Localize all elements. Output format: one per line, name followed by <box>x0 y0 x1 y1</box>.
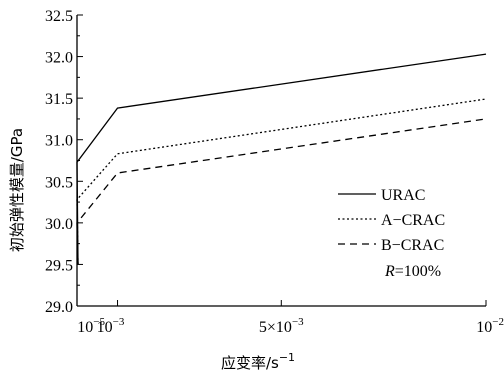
y-tick-label: 29.0 <box>45 299 73 316</box>
y-tick-label: 32.5 <box>45 8 73 25</box>
x-tick-label: 10−5 <box>77 316 105 336</box>
legend-label: URAC <box>381 187 425 204</box>
series-line-a-crac <box>76 98 487 265</box>
legend: URAC A−CRAC B−CRAC R=100% <box>338 187 445 280</box>
x-tick-label: 10−3 <box>97 316 125 336</box>
y-tick-label: 30.5 <box>45 174 73 191</box>
x-axis-label: 应变率/s−1 <box>221 351 295 372</box>
legend-note: R=100% <box>384 263 441 280</box>
series-line-urac <box>76 53 487 265</box>
y-tick-label: 30.0 <box>45 216 73 233</box>
y-tick-label: 29.5 <box>45 257 73 274</box>
ticks: 29.0 29.5 30.0 30.5 31.0 31.5 32.0 32.5 10−510−3… <box>45 8 504 336</box>
y-axis-label: 初始弹性模量/GPa <box>8 128 26 252</box>
series-line-b-crac <box>76 118 487 265</box>
legend-label: A−CRAC <box>381 212 445 229</box>
series-lines <box>76 53 487 265</box>
y-tick-label: 32.0 <box>45 50 73 67</box>
legend-label: B−CRAC <box>381 237 444 254</box>
x-tick-label: 5×10−3 <box>259 316 304 336</box>
x-tick-label: 10−2 <box>476 316 504 336</box>
y-tick-label: 31.0 <box>45 133 73 150</box>
y-tick-label: 31.5 <box>45 91 73 108</box>
